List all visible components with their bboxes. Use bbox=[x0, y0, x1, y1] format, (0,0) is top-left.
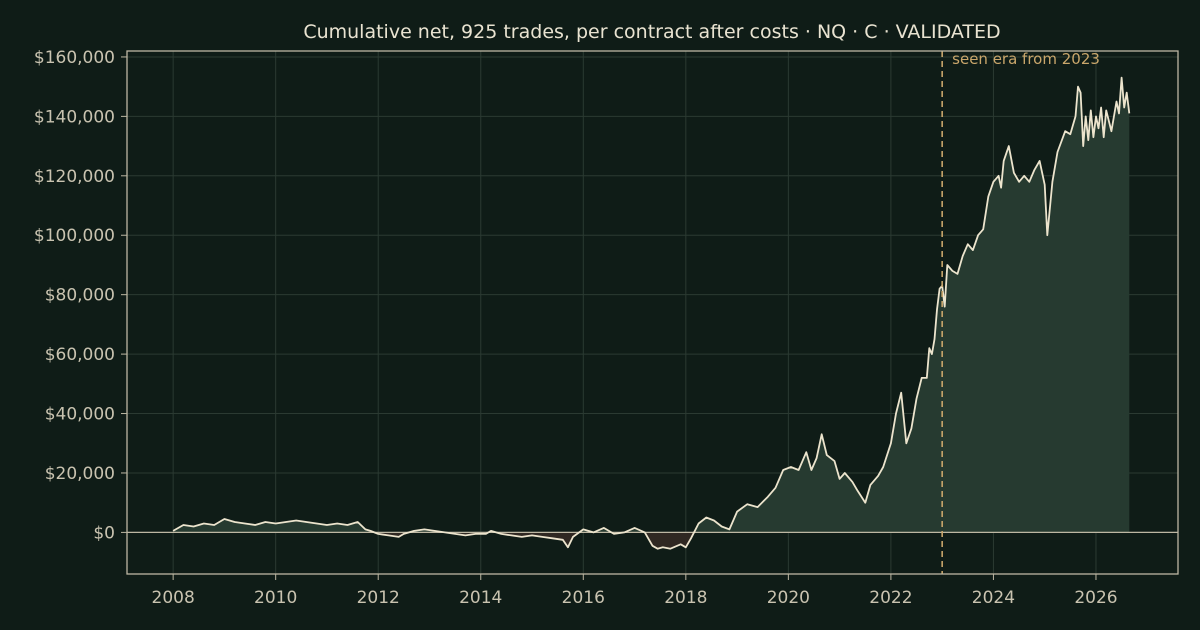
y-tick-label: $0 bbox=[93, 523, 115, 543]
y-tick-label: $120,000 bbox=[34, 167, 115, 187]
x-tick-label: 2008 bbox=[152, 588, 195, 608]
era-annotation: seen era from 2023 bbox=[952, 50, 1100, 68]
y-axis: $0 $20,000 $40,000 $60,000 $80,000 $100,000 $1… bbox=[34, 48, 127, 543]
x-tick-label: 2022 bbox=[869, 588, 912, 608]
chart-title: Cumulative net, 925 trades, per contract… bbox=[303, 21, 1000, 43]
y-tick-label: $140,000 bbox=[34, 107, 115, 127]
plot-frame bbox=[126, 50, 1179, 575]
x-tick-label: 2020 bbox=[767, 588, 810, 608]
x-axis: 2008 2010 2012 2014 2016 2018 2020 2022 2024 2026 bbox=[152, 574, 1118, 608]
x-tick-label: 2018 bbox=[664, 588, 707, 608]
x-tick-label: 2012 bbox=[357, 588, 400, 608]
y-tick-label: $20,000 bbox=[45, 464, 115, 484]
x-tick-label: 2014 bbox=[459, 588, 502, 608]
x-tick-label: 2026 bbox=[1074, 588, 1117, 608]
x-tick-label: 2010 bbox=[254, 588, 297, 608]
y-tick-label: $80,000 bbox=[45, 286, 115, 306]
y-tick-label: $100,000 bbox=[34, 226, 115, 246]
x-tick-label: 2024 bbox=[972, 588, 1015, 608]
y-tick-label: $160,000 bbox=[34, 48, 115, 68]
y-tick-label: $40,000 bbox=[45, 405, 115, 425]
y-tick-label: $60,000 bbox=[45, 345, 115, 365]
series-line bbox=[172, 76, 1131, 550]
x-tick-label: 2016 bbox=[562, 588, 605, 608]
area-negative bbox=[173, 532, 1130, 549]
